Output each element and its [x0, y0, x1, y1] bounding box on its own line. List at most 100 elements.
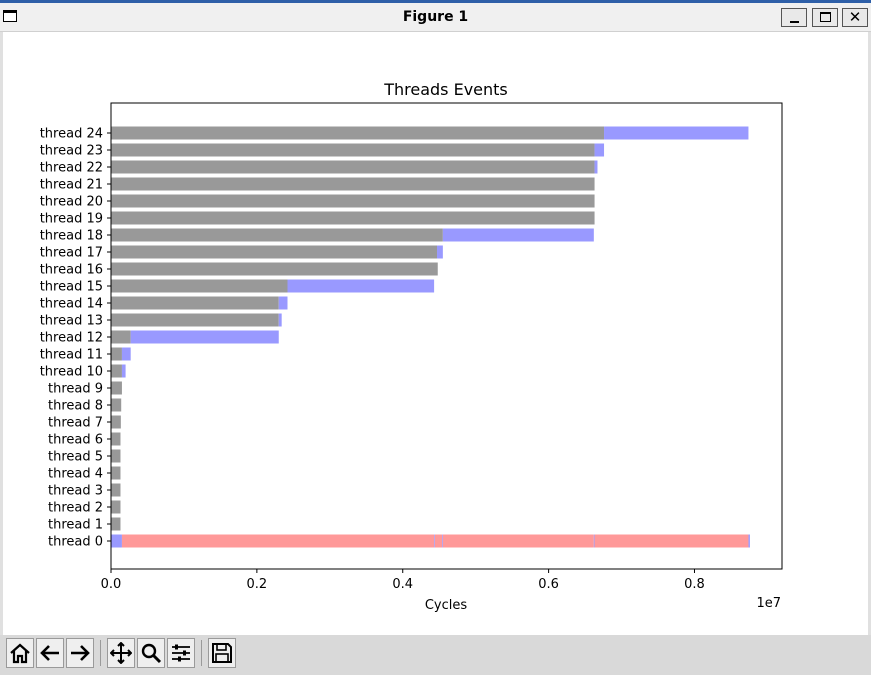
y-tick-label: thread 2	[48, 501, 103, 516]
bar-segment-14-0	[111, 296, 279, 310]
bar-segment-22-0	[111, 160, 595, 174]
y-axis: thread 0 thread 1 thread 2 thread 3 thread 4…	[40, 127, 111, 550]
pan-icon	[110, 642, 132, 664]
y-tick-label: thread 4	[48, 467, 103, 482]
forward-button[interactable]	[66, 638, 94, 668]
bar-segment-11-1	[121, 347, 131, 361]
y-tick-label: thread 0	[48, 535, 103, 550]
y-tick-label: thread 22	[40, 161, 103, 176]
bar-segment-0-3	[434, 534, 443, 548]
x-tick-label: 0.2	[247, 577, 268, 592]
bar-segment-17-1	[437, 245, 443, 259]
bar-segment-8-0	[111, 398, 122, 412]
x-tick-label: 0.6	[538, 577, 559, 592]
close-button[interactable]: ✕	[842, 8, 868, 27]
back-button[interactable]	[36, 638, 64, 668]
forward-arrow-icon	[71, 645, 90, 661]
bar-segment-12-1	[130, 330, 279, 344]
bar-segment-9-0	[111, 381, 122, 395]
bar-segment-6-0	[111, 432, 121, 446]
y-tick-label: thread 8	[48, 399, 103, 414]
bar-segment-12-0	[111, 330, 131, 344]
x-axis-label: Cycles	[425, 598, 468, 613]
y-tick-label: thread 13	[40, 314, 103, 329]
window-top-border	[0, 0, 871, 3]
bar-segment-15-1	[287, 279, 435, 293]
y-tick-label: thread 3	[48, 484, 103, 499]
y-tick-label: thread 23	[40, 144, 103, 159]
bar-segment-18-0	[111, 228, 443, 242]
bar-segment-23-1	[594, 143, 605, 157]
bar-segment-24-1	[604, 126, 749, 140]
y-tick-label: thread 17	[40, 246, 103, 261]
bar-segment-0-4	[442, 534, 443, 548]
y-tick-label: thread 6	[48, 433, 103, 448]
bar-segment-10-1	[121, 364, 126, 378]
bar-segment-0-1	[121, 534, 435, 548]
y-tick-label: thread 19	[40, 212, 103, 227]
y-tick-label: thread 9	[48, 382, 103, 397]
home-button[interactable]	[6, 638, 34, 668]
bar-segment-1-0	[111, 517, 121, 531]
window-frame-right	[868, 32, 871, 635]
bar-segment-21-0	[111, 177, 595, 191]
toolbar-separator	[201, 640, 202, 666]
save-icon	[212, 643, 232, 663]
y-tick-label: thread 14	[40, 297, 103, 312]
bar-segment-15-0	[111, 279, 288, 293]
y-tick-label: thread 1	[48, 518, 103, 533]
close-icon: ✕	[848, 8, 862, 26]
zoom-icon	[141, 643, 162, 664]
bar-segment-3-0	[111, 483, 121, 497]
bar-segment-0-0	[111, 534, 122, 548]
title-bar: Figure 1 ✕	[0, 3, 871, 32]
minimize-icon	[790, 21, 799, 23]
navigation-toolbar	[0, 635, 871, 675]
bar-segment-17-0	[111, 245, 438, 259]
bar-segment-7-0	[111, 415, 121, 429]
window-icon	[3, 10, 17, 22]
y-tick-label: thread 5	[48, 450, 103, 465]
bar-segment-4-0	[111, 466, 121, 480]
bar-segment-2-0	[111, 500, 121, 514]
bar-segment-18-1	[442, 228, 594, 242]
y-tick-label: thread 24	[40, 127, 103, 142]
y-tick-label: thread 20	[40, 195, 103, 210]
bar-segment-16-0	[111, 262, 438, 276]
bar-segment-13-1	[278, 313, 282, 327]
minimize-button[interactable]	[781, 8, 807, 27]
bar-segment-11-0	[111, 347, 122, 361]
y-tick-label: thread 7	[48, 416, 103, 431]
zoom-button[interactable]	[137, 638, 165, 668]
chart-title: Threads Events	[383, 80, 508, 99]
subplots-configure-icon	[172, 644, 190, 662]
bar-segment-20-0	[111, 194, 595, 208]
pan-button[interactable]	[107, 638, 135, 668]
home-icon	[10, 643, 30, 664]
x-tick-label: 0.8	[684, 577, 705, 592]
bar-segment-0-7	[594, 534, 749, 548]
bar-segment-13-0	[111, 313, 279, 327]
bar-segment-0-6	[593, 534, 595, 548]
bar-segment-24-0	[111, 126, 605, 140]
bars-group	[111, 126, 750, 548]
toolbar-separator	[100, 640, 101, 666]
window-title: Figure 1	[402, 9, 469, 25]
x-axis-offset-label: 1e7	[756, 596, 781, 611]
y-tick-label: thread 21	[40, 178, 103, 193]
bar-segment-23-0	[111, 143, 595, 157]
y-tick-label: thread 11	[40, 348, 103, 363]
maximize-button[interactable]	[812, 8, 838, 27]
window-frame-left	[0, 32, 3, 635]
x-tick-label: 0.0	[101, 577, 122, 592]
x-axis: 0.0 0.2 0.4 0.6 0.8	[101, 569, 705, 592]
x-tick-label: 0.4	[392, 577, 413, 592]
save-button[interactable]	[208, 638, 236, 668]
bar-segment-10-0	[111, 364, 122, 378]
bar-segment-14-1	[278, 296, 288, 310]
subplots-button[interactable]	[167, 638, 195, 668]
y-tick-label: thread 18	[40, 229, 103, 244]
y-tick-label: thread 10	[40, 365, 103, 380]
bar-segment-22-1	[594, 160, 598, 174]
